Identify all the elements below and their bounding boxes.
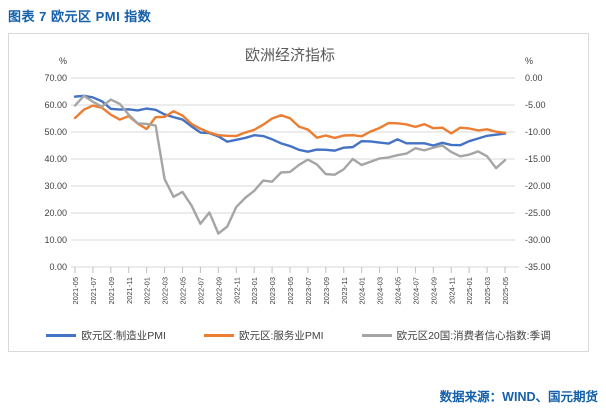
svg-text:2024-01: 2024-01 [358, 277, 367, 305]
svg-text:10.00: 10.00 [44, 235, 67, 245]
svg-text:50.00: 50.00 [44, 127, 67, 137]
svg-text:2022-09: 2022-09 [214, 277, 223, 305]
svg-text:2025-03: 2025-03 [483, 277, 492, 305]
plot-area: 70.00 0.00 60.00 -5.00 50.00 -10.00 40.00 -15.0… [44, 73, 551, 305]
legend-label-consumer-confidence: 欧元区20国:消费者信心指数:季调 [396, 330, 551, 342]
svg-text:-25.00: -25.00 [525, 208, 551, 218]
legend-line-swatch-gray [361, 334, 392, 337]
svg-text:30.00: 30.00 [44, 181, 67, 191]
legend-line-swatch-orange [203, 334, 234, 337]
svg-text:2022-03: 2022-03 [161, 277, 170, 305]
svg-text:2023-01: 2023-01 [250, 277, 259, 305]
svg-text:40.00: 40.00 [44, 154, 67, 164]
svg-text:2021-11: 2021-11 [125, 277, 134, 304]
svg-text:60.00: 60.00 [44, 100, 67, 110]
svg-text:2023-05: 2023-05 [286, 277, 295, 305]
svg-text:2023-03: 2023-03 [268, 277, 277, 305]
svg-text:0.00: 0.00 [525, 73, 543, 83]
svg-text:0.00: 0.00 [49, 262, 67, 272]
svg-text:2024-11: 2024-11 [447, 277, 456, 304]
figure-caption: 图表 7 欧元区 PMI 指数 [8, 9, 152, 24]
svg-text:-20.00: -20.00 [525, 181, 551, 191]
legend-label-manufacturing-pmi: 欧元区:制造业PMI [81, 330, 166, 342]
right-axis-unit-label: % [525, 56, 534, 66]
svg-text:2023-07: 2023-07 [304, 277, 313, 305]
svg-text:-10.00: -10.00 [525, 127, 551, 137]
legend-item-services-pmi: 欧元区:服务业PMI [203, 328, 324, 343]
svg-text:2024-05: 2024-05 [394, 277, 403, 305]
chart-legend: 欧元区:制造业PMI 欧元区:服务业PMI 欧元区20国:消费者信心指数:季调 [9, 328, 588, 343]
legend-label-services-pmi: 欧元区:服务业PMI [238, 330, 324, 342]
svg-text:-15.00: -15.00 [525, 154, 551, 164]
svg-text:2025-05: 2025-05 [501, 277, 510, 305]
svg-text:2021-09: 2021-09 [107, 277, 116, 305]
svg-text:2022-11: 2022-11 [232, 277, 241, 304]
legend-item-consumer-confidence: 欧元区20国:消费者信心指数:季调 [361, 328, 551, 343]
svg-text:2022-01: 2022-01 [143, 277, 152, 305]
svg-text:2021-07: 2021-07 [89, 277, 98, 305]
svg-text:2023-11: 2023-11 [340, 277, 349, 304]
svg-text:-35.00: -35.00 [525, 262, 551, 272]
left-axis-unit-label: % [58, 56, 67, 66]
svg-text:2024-07: 2024-07 [411, 277, 420, 305]
chart-container: 欧洲经济指标 % % 70.00 0.00 60.00 -5.00 50.00 -10.0… [8, 33, 589, 352]
legend-line-swatch-blue [46, 334, 77, 337]
svg-text:2021-05: 2021-05 [71, 277, 80, 305]
chart-title: 欧洲经济指标 [244, 47, 335, 64]
svg-text:2023-09: 2023-09 [322, 277, 331, 305]
legend-item-manufacturing-pmi: 欧元区:制造业PMI [46, 328, 166, 343]
svg-text:2024-03: 2024-03 [376, 277, 385, 305]
svg-text:2025-01: 2025-01 [465, 277, 474, 305]
svg-text:2022-07: 2022-07 [196, 277, 205, 305]
svg-text:20.00: 20.00 [44, 208, 67, 218]
svg-text:2022-05: 2022-05 [179, 277, 188, 305]
svg-text:70.00: 70.00 [44, 73, 67, 83]
svg-text:-5.00: -5.00 [525, 100, 546, 110]
data-source: 数据来源：WIND、国元期货 [439, 390, 598, 404]
svg-text:-30.00: -30.00 [525, 235, 551, 245]
svg-text:2024-09: 2024-09 [429, 277, 438, 305]
